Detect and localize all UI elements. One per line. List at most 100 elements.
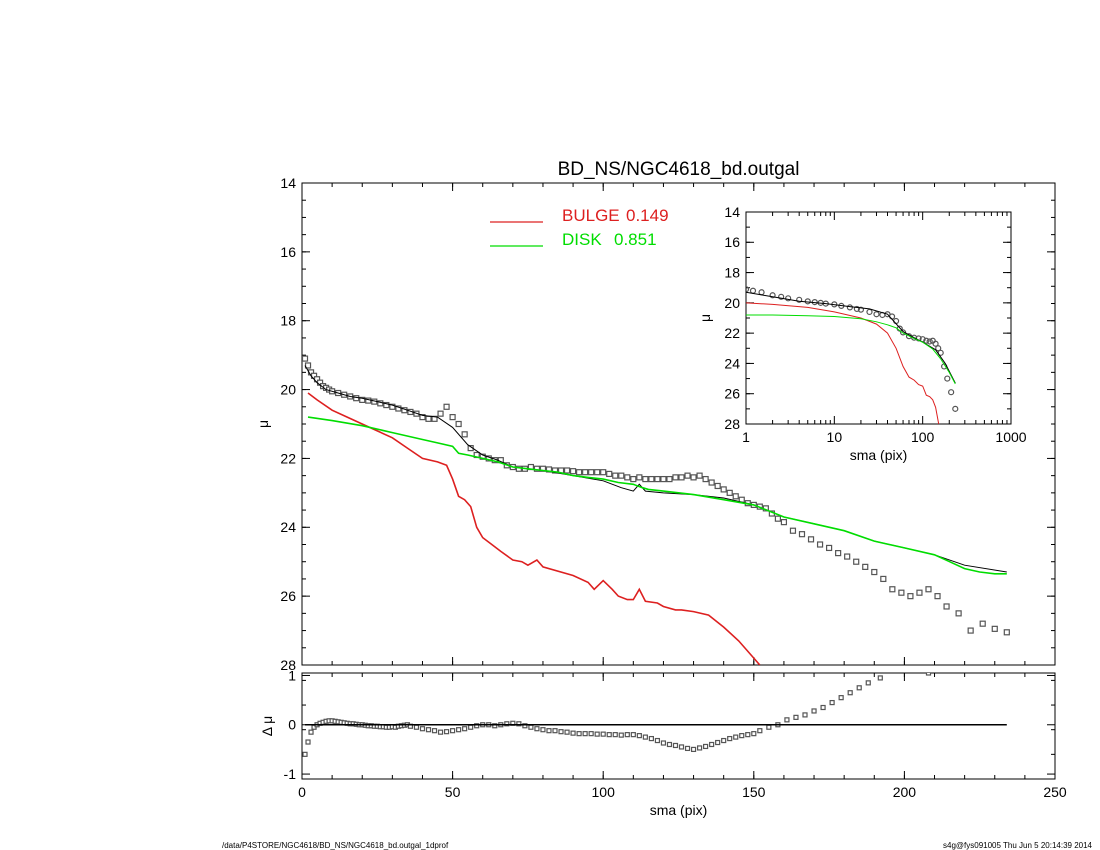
data-point <box>708 479 715 486</box>
data-point <box>654 737 661 744</box>
data-point <box>461 431 468 438</box>
data-point <box>721 737 727 744</box>
data-point <box>746 286 750 293</box>
data-point <box>582 469 589 476</box>
data-point <box>419 414 426 421</box>
data-point <box>624 732 630 738</box>
data-point <box>383 401 390 409</box>
data-point <box>844 553 851 560</box>
data-point <box>462 726 468 732</box>
y-axis-label: Δ μ <box>259 716 275 737</box>
data-point <box>925 673 932 676</box>
data-point <box>648 735 654 742</box>
data-point <box>431 728 438 734</box>
data-point <box>889 586 896 593</box>
y-tick-label: 20 <box>724 295 740 311</box>
bulge-line <box>307 392 761 665</box>
data-point <box>727 735 733 742</box>
data-point <box>678 474 685 481</box>
data-point <box>558 729 564 735</box>
data-point <box>468 724 474 730</box>
data-point <box>726 489 733 496</box>
data-point <box>624 474 631 481</box>
y-tick-label: 0 <box>288 717 296 733</box>
y-tick-label: 16 <box>280 244 296 260</box>
data-point <box>630 732 636 738</box>
x-tick-label: 250 <box>1043 784 1067 800</box>
plot-frame <box>301 672 1056 780</box>
data-point <box>302 751 308 757</box>
chart-title: BD_NS/NGC4618_bd.outgal <box>558 159 800 180</box>
data-point <box>829 699 835 706</box>
data-point <box>923 337 930 344</box>
data-point <box>709 741 715 748</box>
data-point <box>353 395 360 402</box>
y-tick-label: 20 <box>280 381 296 397</box>
data-point <box>811 708 817 714</box>
data-point <box>907 593 914 600</box>
data-point <box>877 675 883 681</box>
data-point <box>666 475 673 483</box>
data-point <box>570 730 576 736</box>
data-point <box>636 474 643 481</box>
data-point <box>540 727 546 733</box>
data-point <box>534 726 540 732</box>
data-point <box>739 733 745 739</box>
data-point <box>684 472 691 479</box>
data-point <box>865 680 871 686</box>
data-point <box>456 727 462 733</box>
data-point <box>636 733 642 739</box>
data-point <box>745 732 751 738</box>
y-axis-label: μ <box>255 420 271 428</box>
x-tick-label: 10 <box>827 429 843 445</box>
data-point <box>702 475 709 483</box>
y-tick-label: 16 <box>724 234 740 250</box>
data-point <box>450 728 456 734</box>
data-point <box>932 340 939 347</box>
disk-line <box>307 416 1007 575</box>
data-point <box>944 375 951 382</box>
data-point <box>952 405 959 412</box>
data-point <box>666 741 673 748</box>
data-point <box>576 731 582 737</box>
data-point <box>516 721 522 727</box>
data-point <box>504 721 510 727</box>
data-point <box>778 293 785 300</box>
data-point <box>916 589 923 596</box>
data-point <box>582 731 588 737</box>
data-point <box>866 308 873 316</box>
legend-label-disk: DISK <box>562 230 602 249</box>
footer-file-path: /data/P4STORE/NGC4618/BD_NS/NGC4618_bd.o… <box>222 841 449 850</box>
plot-area <box>746 286 959 424</box>
data-point <box>780 519 788 526</box>
data-point <box>873 311 880 318</box>
data-point <box>413 724 420 730</box>
x-tick-label: 100 <box>592 784 616 800</box>
y-axis-label: μ <box>697 314 713 322</box>
data-point <box>825 544 833 552</box>
y-tick-label: 14 <box>724 204 740 220</box>
data-point <box>455 420 462 428</box>
data-point <box>862 563 869 570</box>
x-tick-label: 1000 <box>995 429 1026 445</box>
footer-timestamp: s4g@fys091005 Thu Jun 5 20:14:39 2014 <box>943 841 1092 850</box>
data-point <box>847 690 853 696</box>
data-point <box>642 475 649 483</box>
data-point <box>690 474 697 481</box>
data-point <box>443 729 450 735</box>
data-point <box>703 743 709 750</box>
y-tick-label: 24 <box>280 519 296 535</box>
data-point <box>474 723 480 729</box>
bulge-line <box>746 302 940 424</box>
x-axis-label: sma (pix) <box>650 802 708 818</box>
data-point <box>305 739 311 745</box>
data-point <box>802 712 808 718</box>
y-tick-label: 18 <box>280 313 296 329</box>
data-point <box>359 396 366 403</box>
data-point <box>838 695 844 701</box>
y-tick-label: 26 <box>280 588 296 604</box>
data-point <box>576 469 583 476</box>
legend-label-bulge: BULGE <box>562 206 620 225</box>
data-point <box>594 731 600 737</box>
data-point <box>1003 629 1010 636</box>
